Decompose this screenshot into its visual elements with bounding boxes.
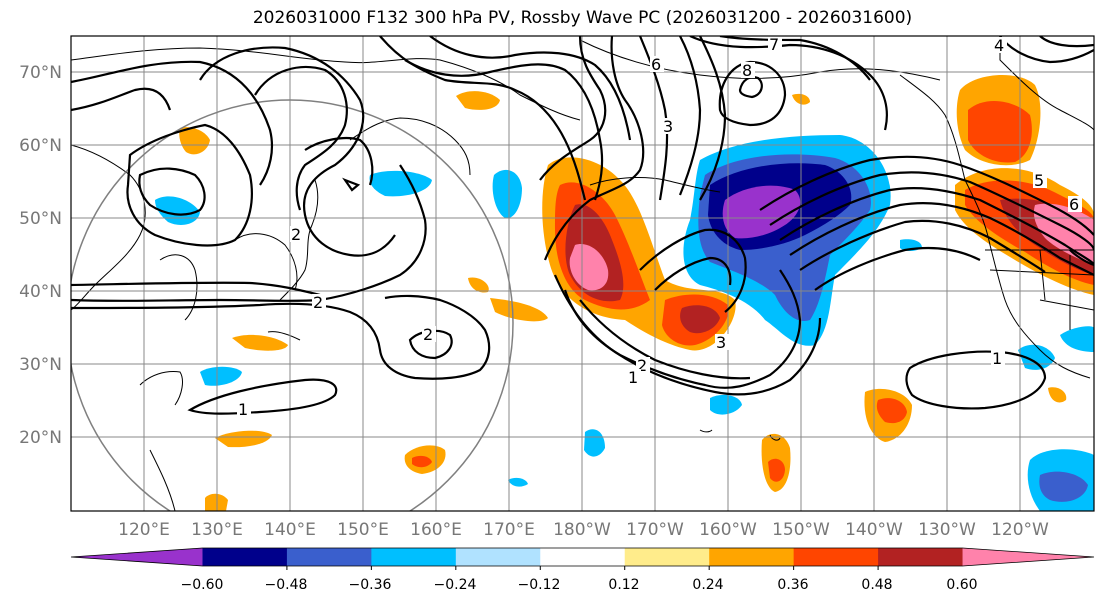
contour-label: 1 <box>628 368 638 387</box>
lat-label: 20°N <box>19 428 62 448</box>
colorbar-tick-label: −0.48 <box>265 577 308 593</box>
graticule <box>71 36 1094 511</box>
contour-label: 6 <box>1069 195 1079 214</box>
contour-label: 2 <box>291 225 301 244</box>
lon-label: 170°W <box>626 520 684 540</box>
colorbar-tick-label: −0.36 <box>349 577 392 593</box>
lat-label: 70°N <box>19 63 62 83</box>
colorbar-tick-label: 0.36 <box>777 577 808 593</box>
colorbar-tick-label: −0.24 <box>434 577 477 593</box>
colorbar-swatch <box>624 548 710 566</box>
lon-label: 130°E <box>191 520 243 540</box>
colorbar-swatch <box>878 548 964 566</box>
colorbar-swatch <box>793 548 879 566</box>
colorbar-tick-label: 0.48 <box>861 577 892 593</box>
contour-label: 1 <box>238 400 248 419</box>
contour-label: 2 <box>423 325 433 344</box>
contour-label: 4 <box>994 36 1004 55</box>
colorbar-swatch <box>202 548 288 566</box>
colorbar-extend-min <box>71 548 203 566</box>
lon-label: 150°W <box>772 520 830 540</box>
colorbar-tick-label: −0.60 <box>181 577 224 593</box>
colorbar-tick-label: 0.12 <box>608 577 639 593</box>
lon-label: 140°W <box>845 520 903 540</box>
lat-label: 30°N <box>19 355 62 375</box>
colorbar-swatch <box>455 548 541 566</box>
lon-label: 120°E <box>118 520 170 540</box>
lon-label: 140°E <box>264 520 316 540</box>
colorbar-outline <box>70 547 1095 567</box>
contour-label: 7 <box>769 35 779 54</box>
colorbar-swatch <box>709 548 795 566</box>
lon-label: 160°W <box>699 520 757 540</box>
coastlines <box>71 36 1094 511</box>
colorbar-swatch <box>371 548 457 566</box>
radius-circle <box>71 99 514 511</box>
lon-label: 160°E <box>410 520 462 540</box>
colorbar-swatch <box>540 548 626 566</box>
latitude-labels: 70°N 60°N 50°N 40°N 30°N 20°N <box>19 63 62 448</box>
map-title: 2026031000 F132 300 hPa PV, Rossby Wave … <box>252 8 913 28</box>
colorbar-swatch <box>286 548 372 566</box>
lon-label: 180°W <box>553 520 611 540</box>
colorbar-tick-label: −0.12 <box>518 577 561 593</box>
colorbar-tick-label: 0.24 <box>692 577 723 593</box>
contour-label: 3 <box>663 117 673 136</box>
contour-label-group: 6 3 7 8 4 2 2 1 2 3 2 1 1 5 <box>237 35 1082 419</box>
lon-label: 120°W <box>991 520 1049 540</box>
colorbar-extend-max <box>962 548 1094 566</box>
contour-label: 2 <box>313 293 323 312</box>
contour-label: 1 <box>992 349 1002 368</box>
colorbar <box>70 547 1095 570</box>
longitude-labels: 120°E 130°E 140°E 150°E 160°E 170°E 180°… <box>118 520 1049 540</box>
lon-label: 130°W <box>918 520 976 540</box>
pv-contours <box>71 36 1094 415</box>
lon-label: 150°E <box>337 520 389 540</box>
contour-label: 2 <box>637 356 647 375</box>
contour-label: 3 <box>716 333 726 352</box>
map-frame <box>70 35 1095 512</box>
contour-label: 5 <box>1034 171 1044 190</box>
contour-label: 6 <box>651 55 661 74</box>
lat-label: 50°N <box>19 209 62 229</box>
lat-label: 40°N <box>19 282 62 302</box>
colorbar-tick-label: 0.60 <box>946 577 977 593</box>
colorbar-tick-labels: −0.60 −0.48 −0.36 −0.24 −0.12 0.12 0.24 … <box>181 577 978 593</box>
lon-label: 170°E <box>483 520 535 540</box>
contour-label: 8 <box>742 61 752 80</box>
lat-label: 60°N <box>19 136 62 156</box>
